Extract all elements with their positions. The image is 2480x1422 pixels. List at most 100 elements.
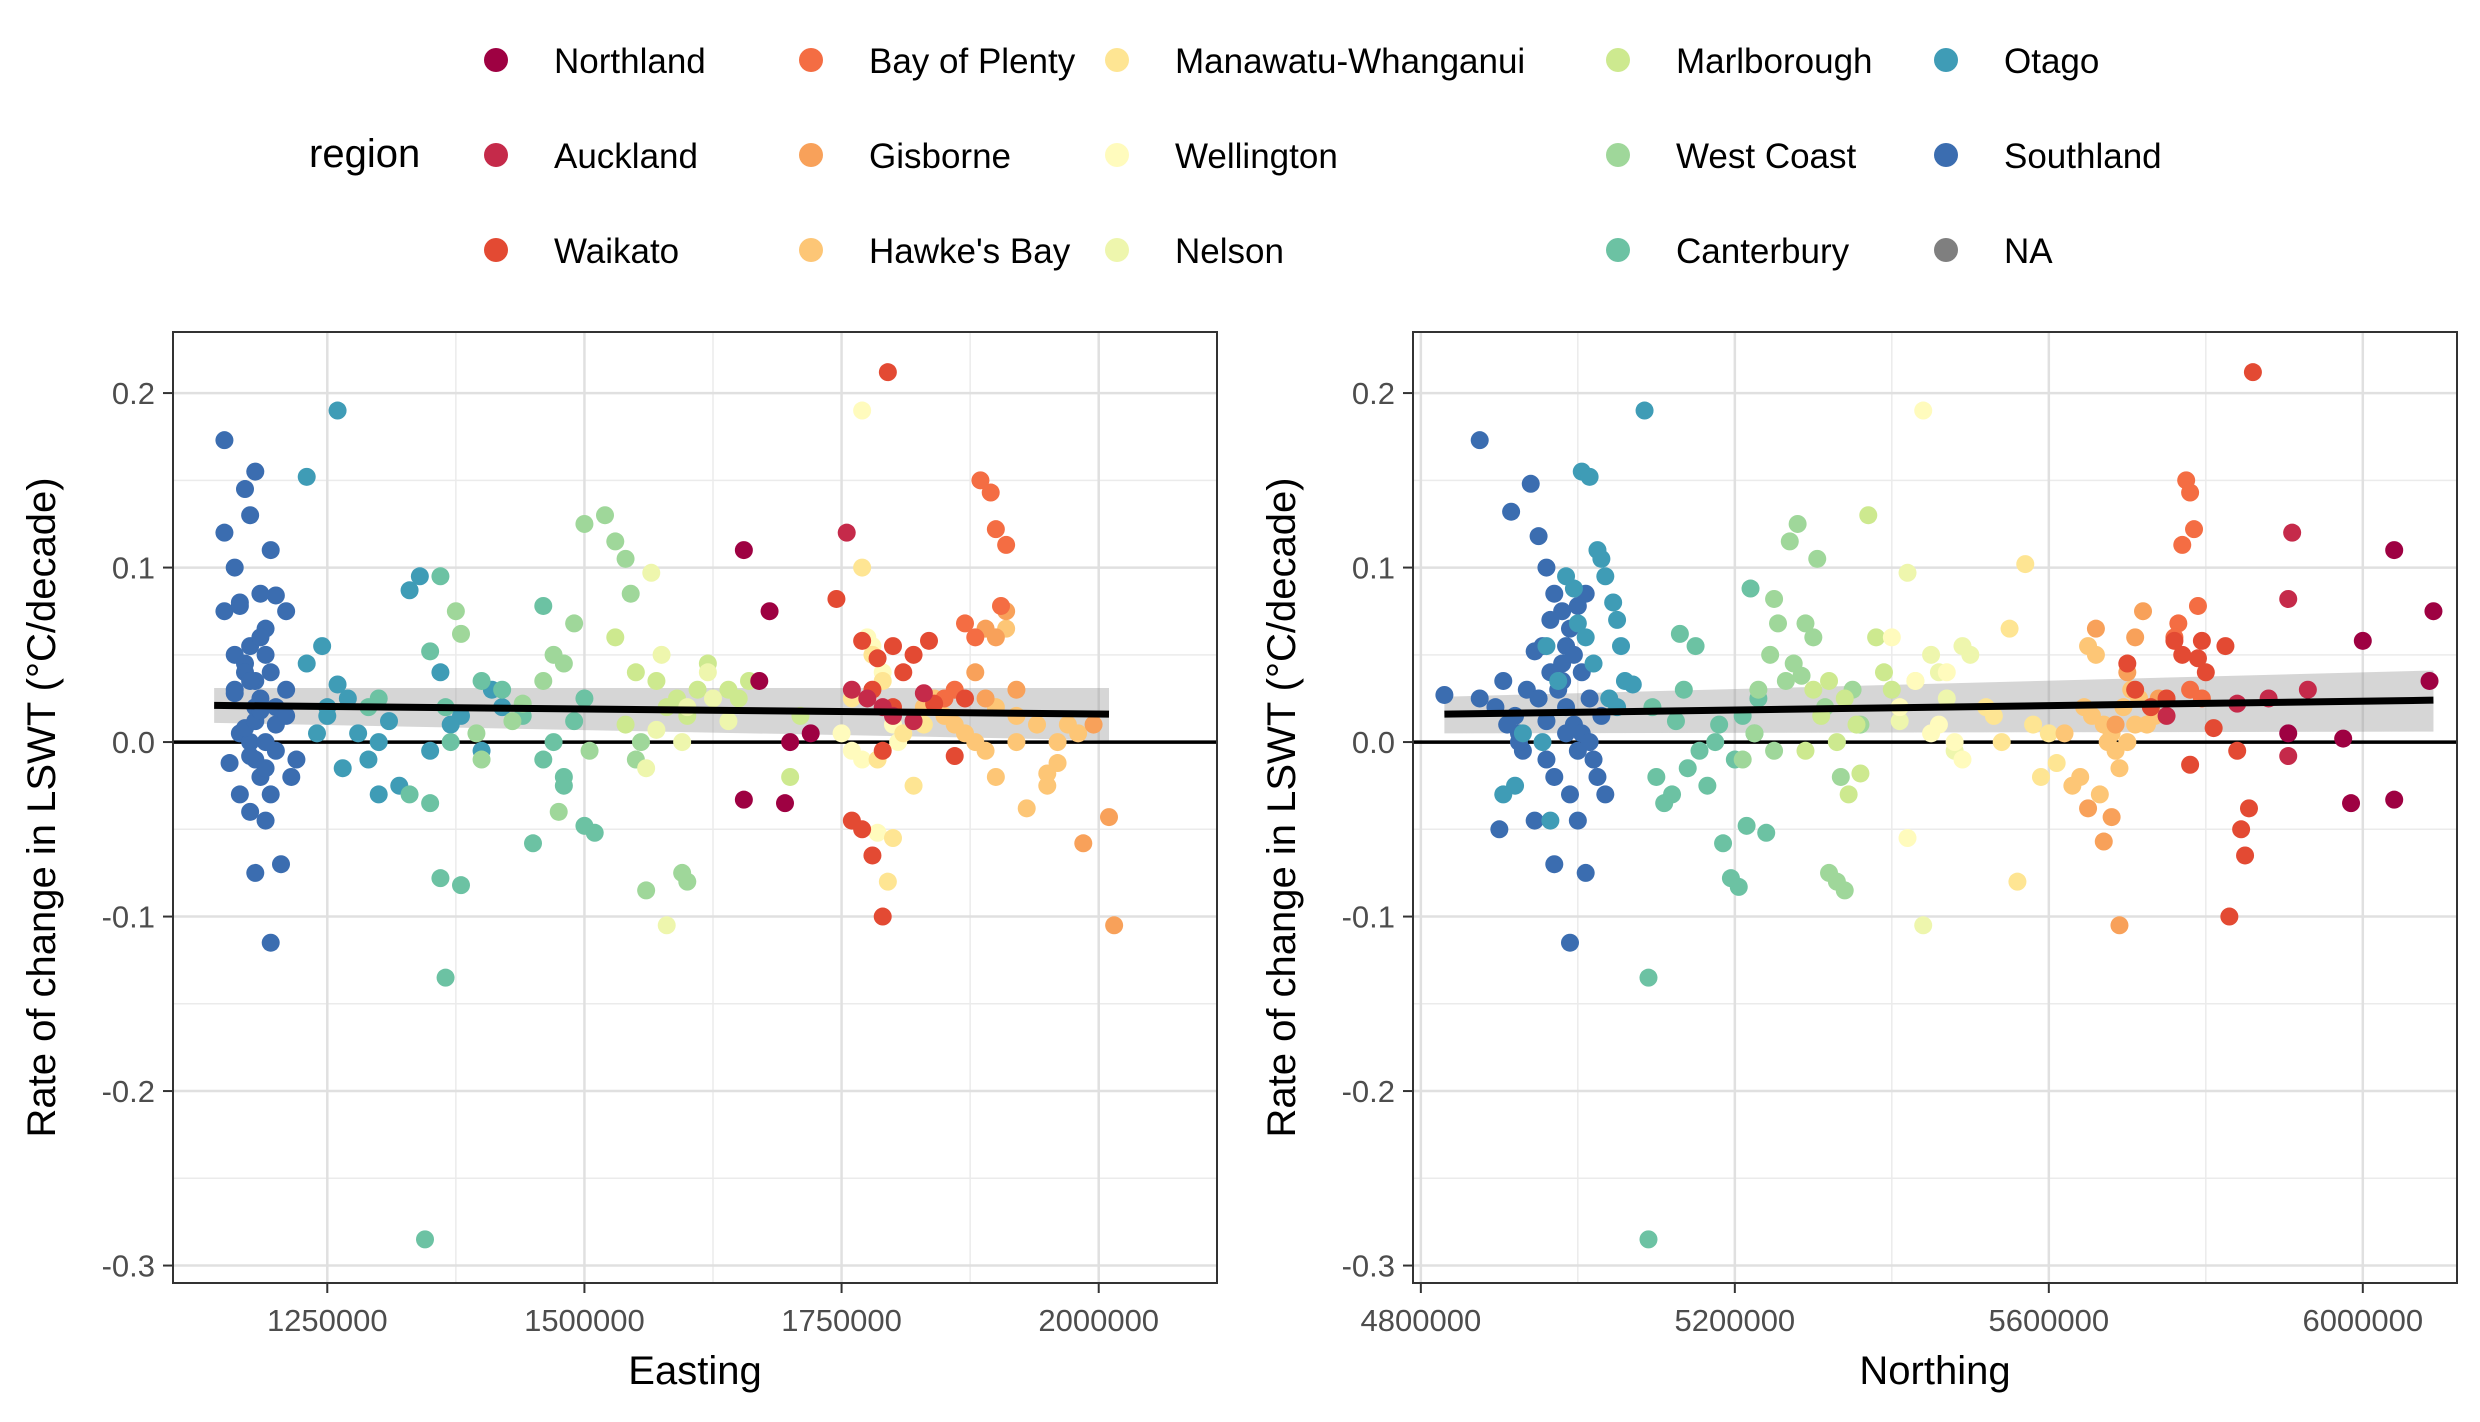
- panel-border: [1412, 331, 2458, 1284]
- x-axis-title: Easting: [628, 1349, 761, 1393]
- point-canterbury: [534, 596, 553, 615]
- y-tick-label: 0.1: [1352, 551, 1395, 586]
- point-southland: [215, 431, 234, 450]
- point-manawatu-whanganui: [884, 829, 902, 848]
- panel-border: [172, 331, 1218, 1284]
- point-waikato: [2192, 631, 2211, 650]
- point-southland: [1541, 610, 1560, 629]
- point-waikato: [2220, 907, 2239, 926]
- point-west-coast: [616, 549, 635, 568]
- point-marlborough: [1847, 715, 1866, 734]
- point-west-coast: [1796, 614, 1815, 633]
- point-west-coast: [632, 733, 650, 752]
- point-otago: [338, 689, 357, 708]
- point-waikato: [873, 741, 892, 760]
- point-otago: [328, 401, 347, 420]
- point-marlborough: [1839, 785, 1858, 804]
- point-manawatu-whanganui: [894, 724, 913, 743]
- point-waikato: [904, 645, 923, 664]
- legend-label-southland: Southland: [2004, 137, 2162, 176]
- y-tick-label: 0.1: [112, 551, 155, 586]
- point-canterbury: [436, 968, 455, 987]
- legend-label-bay-of-plenty: Bay of Plenty: [869, 42, 1076, 81]
- point-otago: [1608, 610, 1627, 629]
- point-southland: [225, 684, 244, 703]
- point-west-coast: [472, 750, 491, 769]
- point-gisborne: [2110, 916, 2129, 935]
- point-manawatu-whanganui: [2047, 754, 2066, 773]
- y-tick-label: -0.1: [102, 900, 155, 935]
- point-otago: [297, 467, 316, 486]
- y-tick-label: -0.1: [1342, 900, 1395, 935]
- point-canterbury: [421, 794, 440, 813]
- point-gisborne: [2094, 832, 2113, 851]
- point-waikato: [2181, 755, 2200, 774]
- point-auckland: [837, 523, 856, 542]
- legend-key-bay-of-plenty: [799, 48, 823, 72]
- point-west-coast: [575, 514, 594, 533]
- point-auckland: [858, 689, 877, 708]
- point-canterbury: [1639, 968, 1658, 987]
- point-otago: [328, 675, 347, 694]
- point-gisborne: [1074, 834, 1093, 853]
- point-canterbury: [441, 733, 460, 752]
- point-west-coast: [580, 741, 599, 760]
- point-otago: [1604, 593, 1623, 612]
- x-tick-label: 6000000: [2302, 1303, 2423, 1338]
- point-nelson: [704, 689, 722, 708]
- point-southland: [1576, 863, 1595, 882]
- point-waikato: [2126, 680, 2145, 699]
- point-southland: [1537, 558, 1556, 577]
- point-southland: [241, 506, 260, 525]
- point-otago: [410, 567, 429, 586]
- point-hawke-s-bay: [1017, 799, 1036, 818]
- point-bay-of-plenty: [2169, 614, 2188, 633]
- point-waikato: [873, 907, 892, 926]
- point-gisborne: [1084, 715, 1103, 734]
- point-canterbury: [431, 567, 450, 586]
- point-west-coast: [1831, 767, 1850, 786]
- legend-title: region: [309, 132, 420, 176]
- point-southland: [1537, 712, 1556, 731]
- x-tick-label: 5600000: [1988, 1303, 2109, 1338]
- point-otago: [1576, 628, 1595, 647]
- point-southland: [241, 671, 260, 690]
- point-hawke-s-bay: [2106, 741, 2125, 760]
- point-wellington: [1953, 750, 1972, 769]
- y-tick-label: -0.2: [1342, 1074, 1395, 1109]
- point-southland: [220, 754, 239, 773]
- point-southland: [251, 628, 270, 647]
- legend-key-auckland: [484, 143, 508, 167]
- point-canterbury: [1655, 794, 1674, 813]
- point-southland: [1560, 785, 1579, 804]
- point-hawke-s-bay: [976, 741, 995, 760]
- point-canterbury: [452, 876, 470, 895]
- point-southland: [1588, 767, 1607, 786]
- trend-line: [214, 701, 1110, 718]
- point-marlborough: [1874, 663, 1893, 682]
- point-nelson: [698, 663, 717, 682]
- point-marlborough: [1835, 689, 1854, 708]
- point-west-coast: [446, 602, 465, 621]
- point-otago: [441, 715, 460, 734]
- point-otago: [333, 759, 352, 778]
- point-auckland: [2283, 523, 2302, 542]
- point-canterbury: [1706, 733, 1725, 752]
- point-otago: [421, 741, 440, 760]
- point-manawatu-whanganui: [904, 776, 923, 795]
- point-nelson: [1922, 645, 1941, 664]
- point-canterbury: [534, 750, 553, 769]
- point-auckland: [904, 712, 923, 731]
- point-manawatu-whanganui: [2039, 724, 2058, 743]
- point-waikato: [2236, 846, 2255, 865]
- point-northland: [2385, 790, 2404, 809]
- point-gisborne: [1105, 916, 1124, 935]
- point-west-coast: [1835, 881, 1854, 900]
- point-waikato: [2196, 663, 2215, 682]
- point-waikato: [827, 589, 846, 608]
- legend-key-west-coast: [1606, 143, 1630, 167]
- point-otago: [1564, 579, 1583, 598]
- point-southland: [215, 602, 234, 621]
- point-bay-of-plenty: [986, 520, 1005, 539]
- point-canterbury: [554, 776, 573, 795]
